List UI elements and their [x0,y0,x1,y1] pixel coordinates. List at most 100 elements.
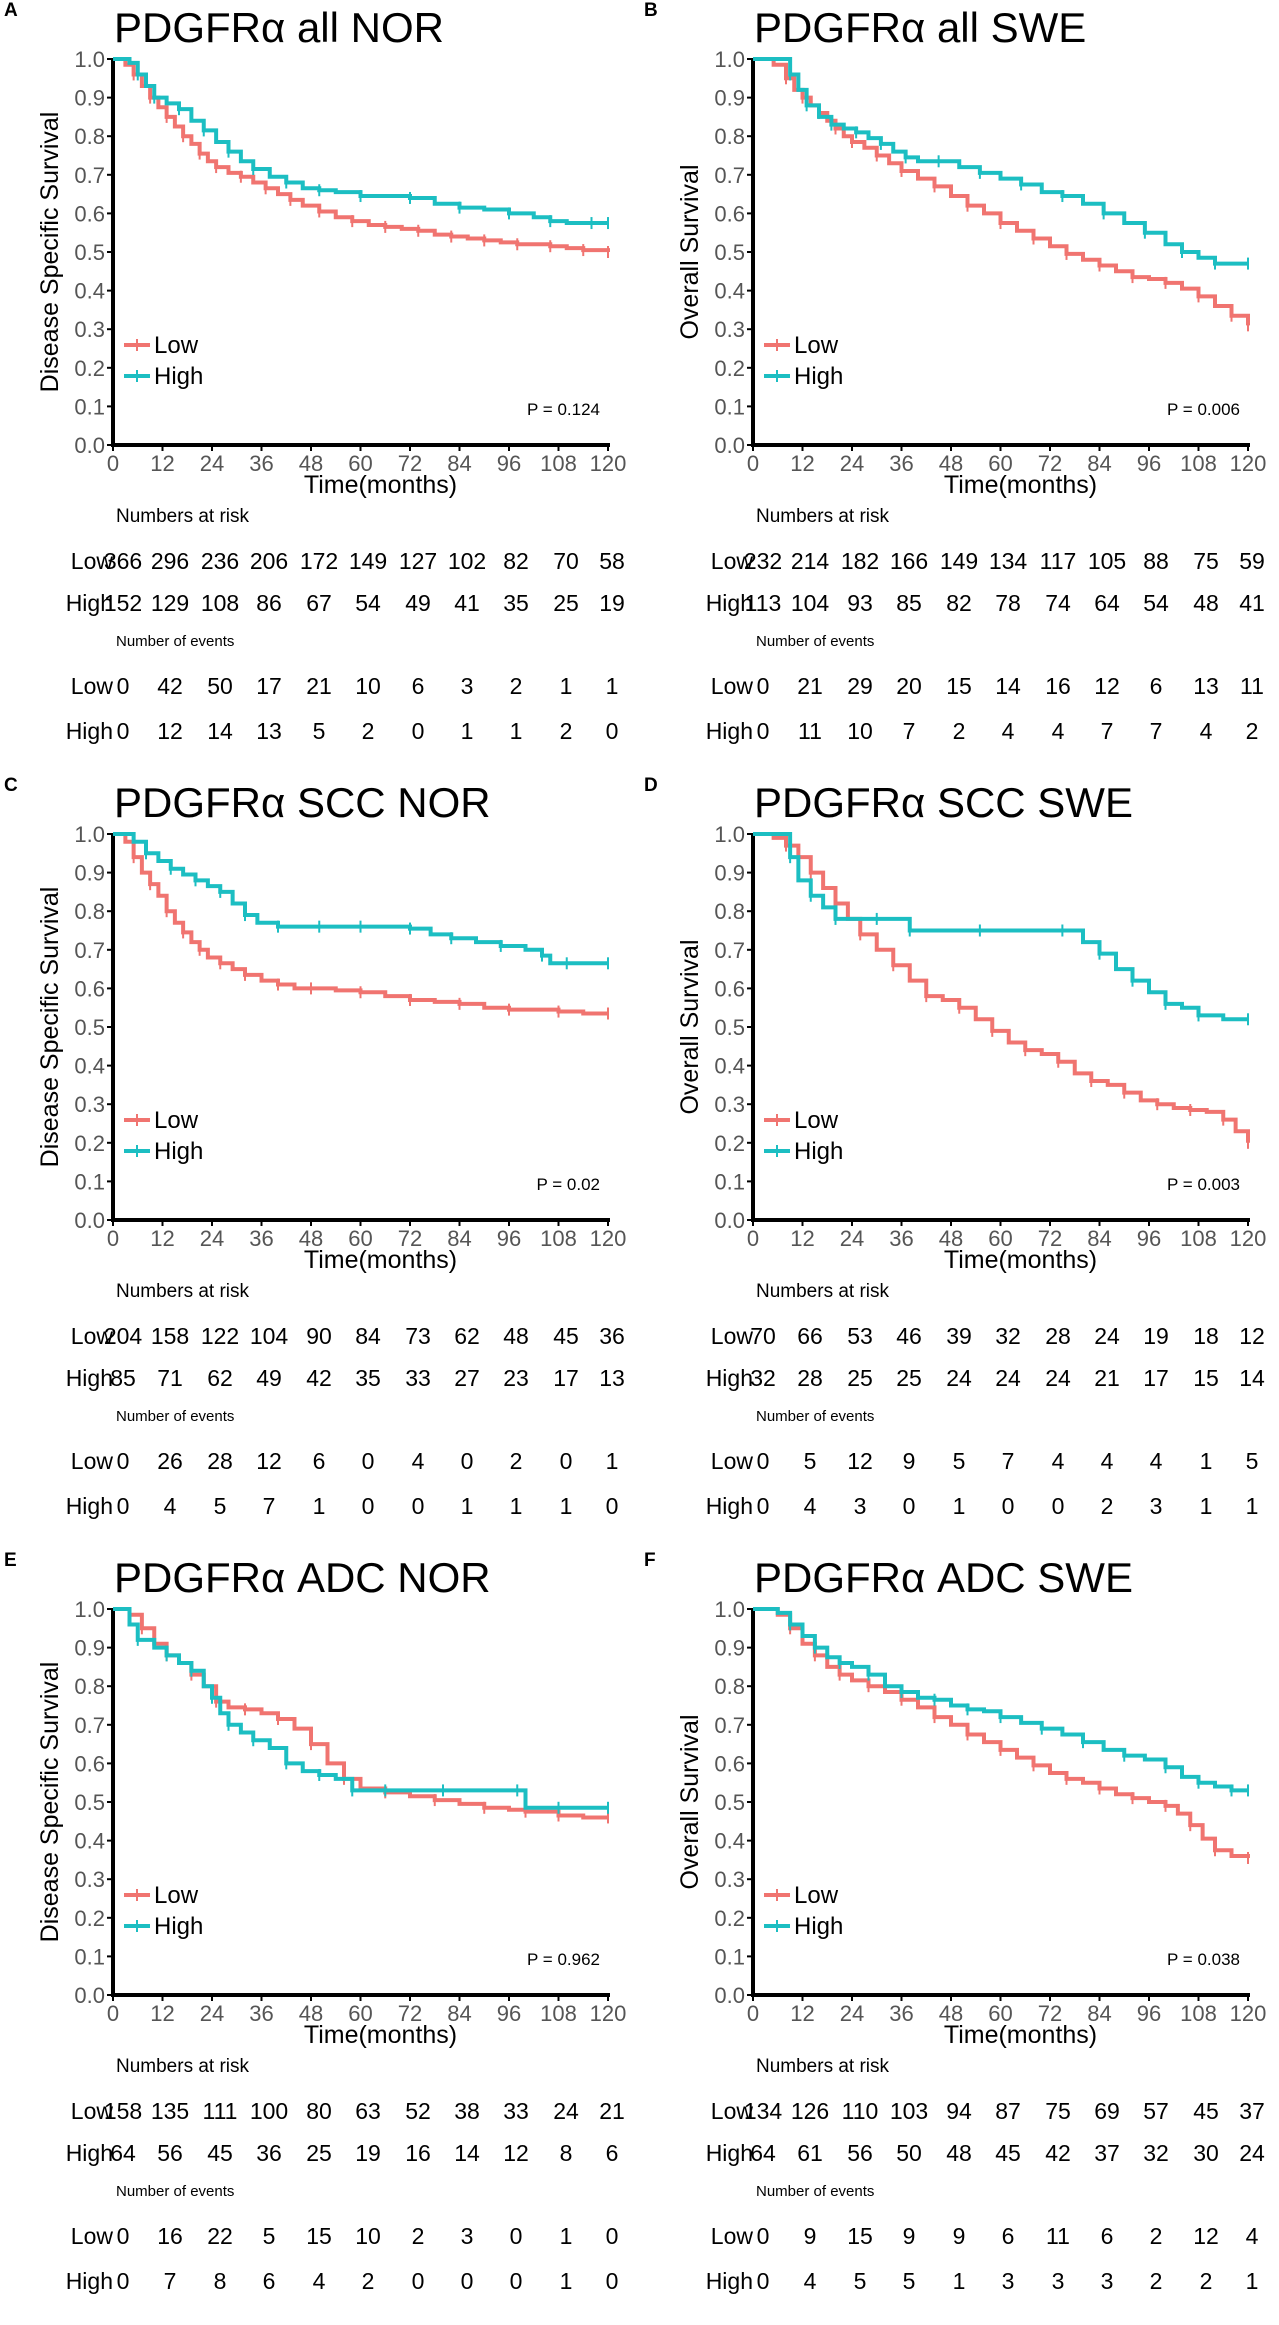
survival-curve-low [113,832,608,1016]
risk-cell: 25 [553,590,579,616]
risk-row-label: Low [71,548,114,574]
risk-cell: 61 [797,2140,823,2166]
risk-row-label: Low [711,2098,754,2124]
y-tick-label: 0.5 [74,240,105,265]
risk-row-label: Low [711,1323,754,1349]
events-row-label: High [66,2268,113,2294]
x-axis-label: Time(months) [944,2021,1097,2049]
events-cell: 9 [804,2223,817,2249]
events-cell: 0 [362,1448,375,1474]
events-row-label: Low [711,1448,754,1474]
events-cell: 0 [606,718,619,744]
risk-cell: 82 [503,548,529,574]
events-cell: 1 [1246,2268,1259,2294]
risk-cell: 23 [503,1365,529,1391]
risk-cell: 15 [1193,1365,1219,1391]
events-cell: 7 [263,1493,276,1519]
y-tick-label: 0.8 [714,899,745,924]
survival-curve-low [753,832,1250,1143]
events-cell: 0 [510,2223,523,2249]
risk-cell: 50 [896,2140,922,2166]
x-tick-label: 60 [988,1226,1012,1251]
y-tick-label: 0.4 [74,279,105,304]
risk-cell: 54 [1143,590,1169,616]
events-cell: 2 [362,2268,375,2294]
risk-cell: 172 [300,548,338,574]
events-cell: 10 [355,673,381,699]
x-tick-label: 108 [540,2001,577,2026]
events-cell: 3 [1052,2268,1065,2294]
events-row-label: High [706,2268,753,2294]
y-axis-label: Disease Specific Survival [36,887,64,1168]
y-axis-label: Overall Survival [676,1714,704,1889]
risk-cell: 32 [1143,2140,1169,2166]
x-tick-label: 60 [348,451,372,476]
x-tick-label: 36 [889,1226,913,1251]
events-cell: 1 [560,1493,573,1519]
x-tick-label: 84 [447,1226,471,1251]
risk-cell: 58 [599,548,625,574]
risk-cell: 64 [750,2140,776,2166]
events-cell: 6 [1101,2223,1114,2249]
risk-cell: 67 [306,590,332,616]
p-value: P = 0.038 [1167,1950,1240,1969]
events-row-label: High [706,1493,753,1519]
y-tick-label: 0.1 [74,394,105,419]
y-tick-label: 0.3 [714,317,745,342]
risk-table-header: Numbers at risk [116,2056,250,2077]
panel-d: D PDGFRα SCC SWE 0.0 0.1 0.2 0.3 0.4 0.5 0.6 0.7 0… [640,775,1279,1550]
risk-cell: 117 [1040,548,1077,574]
x-tick-label: 72 [398,2001,422,2026]
y-tick-label: 1.0 [714,47,745,72]
y-tick-label: 0.8 [714,124,745,149]
events-cell: 0 [117,673,130,699]
events-cell: 1 [461,718,474,744]
events-cell: 2 [412,2223,425,2249]
panel-f: F PDGFRα ADC SWE 0.0 0.1 0.2 0.3 0.4 0.5 0.6 0.7 0… [640,1550,1279,2325]
events-cell: 3 [461,2223,474,2249]
events-cell: 3 [461,673,474,699]
risk-cell: 48 [946,2140,972,2166]
events-cell: 4 [804,1493,817,1519]
x-tick-label: 108 [1180,2001,1217,2026]
risk-row-label: High [66,2140,113,2166]
legend-label-low: Low [154,332,199,359]
risk-cell: 105 [1088,548,1126,574]
events-cell: 5 [1246,1448,1259,1474]
risk-cell: 49 [256,1365,282,1391]
risk-cell: 45 [207,2140,233,2166]
events-cell: 42 [157,673,183,699]
risk-cell: 63 [355,2098,381,2124]
events-cell: 21 [306,673,332,699]
events-cell: 4 [313,2268,326,2294]
y-tick-label: 0.5 [714,1790,745,1815]
risk-cell: 129 [151,590,189,616]
events-cell: 50 [207,673,233,699]
x-tick-label: 12 [150,1226,174,1251]
x-tick-label: 0 [107,451,119,476]
y-tick-label: 0.4 [714,279,745,304]
risk-cell: 38 [454,2098,480,2124]
events-cell: 0 [757,2223,770,2249]
events-cell: 1 [1200,1448,1213,1474]
risk-cell: 134 [744,2098,783,2124]
risk-table-header: Numbers at risk [756,2056,890,2077]
x-tick-label: 108 [1180,1226,1217,1251]
risk-row-label: Low [711,548,754,574]
panel-label: A [4,0,18,21]
events-cell: 11 [1046,2223,1070,2249]
risk-cell: 166 [890,548,928,574]
events-cell: 15 [946,673,972,699]
panel-a: A PDGFRα all NOR 0.0 0.1 0.2 0.3 0.4 0.5 0.6 0.7 0… [0,0,640,775]
risk-cell: 42 [306,1365,332,1391]
events-cell: 2 [560,718,573,744]
events-table-header: Number of events [756,1408,874,1425]
x-tick-label: 12 [790,2001,814,2026]
events-cell: 29 [847,673,873,699]
risk-cell: 14 [454,2140,480,2166]
risk-cell: 41 [1239,590,1265,616]
risk-cell: 236 [201,548,239,574]
risk-cell: 84 [355,1323,381,1349]
panel-c: C PDGFRα SCC NOR 0.0 0.1 0.2 0.3 0.4 0.5 0.6 0.7 0… [0,775,640,1550]
x-tick-label: 120 [590,1226,627,1251]
